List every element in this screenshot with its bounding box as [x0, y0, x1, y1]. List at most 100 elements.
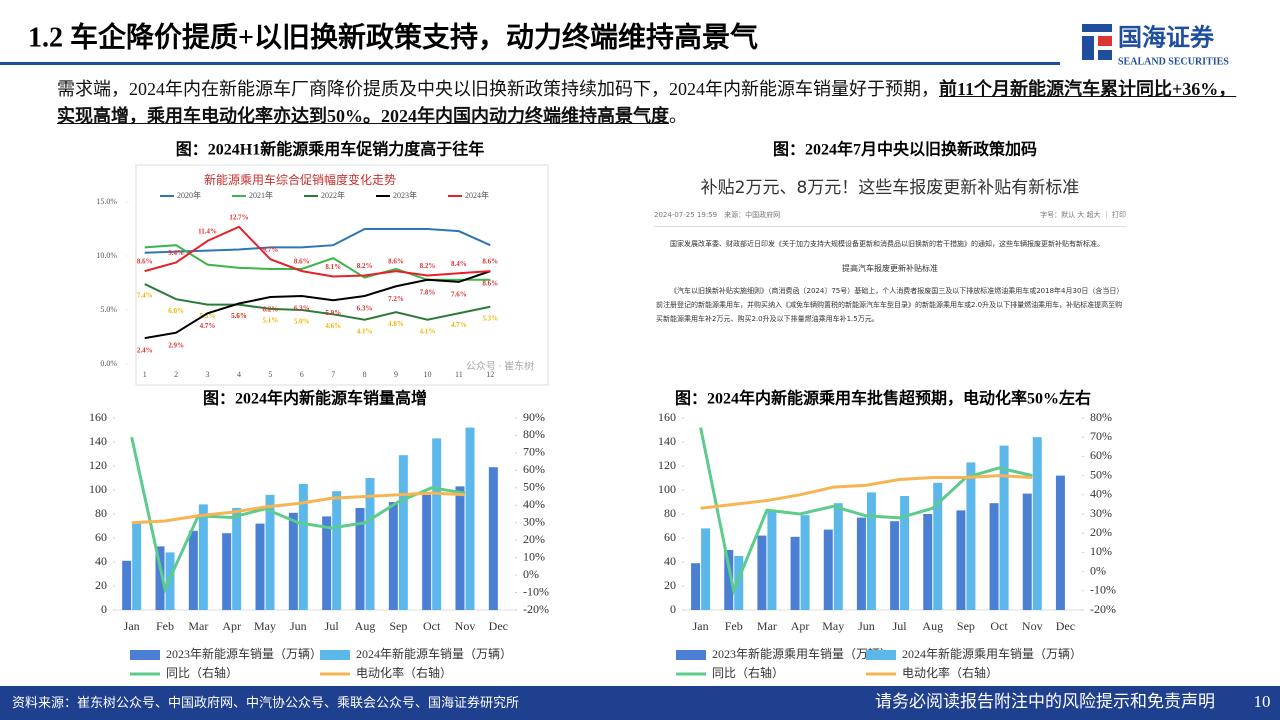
legend-label: 同比（右轴）: [712, 665, 784, 680]
data-label: 8.6%: [137, 258, 153, 266]
x-tick-label: Jun: [290, 619, 307, 633]
doc-meta-row: 2024-07-25 19:59 来源：中国政府网 字号：默认 大 超大 ｜ 打印: [654, 210, 1126, 227]
bar: [691, 563, 701, 610]
data-label: 5.5%: [231, 312, 247, 320]
x-tick-label: 1: [143, 370, 147, 379]
bar: [398, 455, 408, 610]
data-label: 2.4%: [137, 347, 153, 355]
data-label: 7.6%: [451, 291, 467, 299]
bar: [365, 478, 375, 610]
data-label: 8.1%: [325, 263, 341, 271]
y2-tick-label: 50%: [523, 480, 545, 494]
title-rule: [0, 62, 1060, 65]
legend-label: 电动化率（右轴）: [356, 665, 452, 680]
bar: [933, 482, 943, 610]
x-tick-label: Oct: [990, 619, 1008, 633]
x-tick-label: Aug: [922, 619, 943, 633]
data-label: 5.6%: [231, 312, 247, 320]
panel-caption: 图：2024年7月中央以旧换新政策加码: [773, 140, 1037, 159]
data-label: 8.2%: [357, 262, 373, 270]
bar: [767, 511, 777, 610]
y2-tick-label: 30%: [1090, 506, 1112, 520]
y-tick-label: 20: [95, 578, 107, 592]
y2-tick-label: 60%: [523, 462, 545, 476]
legend-label: 2024年新能源车销量（万辆）: [356, 646, 512, 661]
data-label: 8.6%: [482, 258, 498, 266]
x-tick-label: Jul: [893, 619, 908, 633]
y2-tick-label: 40%: [1090, 487, 1112, 501]
footer-bar: [0, 686, 1280, 720]
bar: [265, 494, 275, 610]
y-tick-label: 100: [658, 482, 676, 496]
y2-tick-label: 30%: [523, 514, 545, 528]
data-label: 8.4%: [451, 260, 467, 268]
legend-label: 电动化率（右轴）: [902, 665, 998, 680]
series-line: [144, 270, 491, 340]
data-label: 6.3%: [294, 305, 310, 313]
y-tick-label: 160: [658, 410, 676, 424]
x-tick-label: Dec: [1056, 619, 1075, 633]
x-tick-label: Sep: [957, 619, 975, 633]
page-number: 10: [1254, 692, 1271, 711]
x-tick-label: 7: [331, 370, 335, 379]
x-tick-label: Aug: [355, 619, 376, 633]
bar: [866, 492, 876, 610]
bar: [232, 508, 242, 610]
y-tick-label: 120: [658, 458, 676, 472]
x-tick-label: 5: [268, 370, 272, 379]
bar: [332, 491, 342, 610]
x-tick-label: Nov: [455, 619, 476, 633]
watermark: 公众号 · 崔东树: [466, 359, 534, 372]
chart-title: 图：2024年内新能源车销量高增: [203, 389, 427, 408]
data-label: 5.3%: [482, 314, 498, 322]
x-tick-label: Apr: [222, 619, 241, 633]
y2-tick-label: 70%: [523, 445, 545, 459]
legend-swatch: [320, 650, 350, 660]
footer-source: 资料来源：崔东树公众号、中国政府网、中汽协公众号、乘联会公众号、国海证券研究所: [12, 695, 519, 710]
legend-swatch: [676, 650, 706, 660]
policy-screenshot: 补贴2万元、8万元！这些车报废更新补贴有新标准 2024-07-25 19:59…: [642, 165, 1138, 383]
bar: [999, 445, 1009, 610]
bar: [890, 521, 900, 610]
bar: [422, 494, 432, 610]
bar: [701, 528, 711, 610]
data-label: 4.8%: [388, 320, 404, 328]
logo-en: SEALAND SECURITIES: [1118, 56, 1229, 67]
logo-cn: 国海证券: [1118, 24, 1215, 52]
bar: [465, 427, 475, 610]
y2-tick-label: 10%: [523, 549, 545, 563]
x-tick-label: 10: [423, 370, 431, 379]
y2-tick-label: 80%: [1090, 410, 1112, 424]
bar: [956, 510, 966, 610]
bar: [900, 496, 910, 610]
data-label: 5.0%: [294, 318, 310, 326]
y2-tick-label: 90%: [523, 410, 545, 424]
x-tick-label: Apr: [791, 619, 810, 633]
y-tick-label: 120: [89, 458, 107, 472]
logo-icon: [1082, 24, 1112, 60]
chart-caption: 图：2024H1新能源乘用车促销力度高于往年: [176, 140, 484, 159]
data-label: 5.9%: [325, 309, 341, 317]
y2-tick-label: 20%: [523, 532, 545, 546]
y-tick-label: 140: [89, 434, 107, 448]
x-tick-label: 6: [300, 370, 304, 379]
y-tick-label: 80: [664, 506, 676, 520]
bar: [155, 546, 165, 610]
bar: [388, 502, 398, 610]
intro-text: 需求端，2024年内在新能源车厂商降价提质及中央以旧换新政策持续加码下，2024…: [57, 79, 939, 99]
x-tick-label: 4: [237, 370, 241, 379]
data-label: 5.5%: [200, 312, 216, 320]
bar: [833, 503, 843, 610]
legend-label: 2024年新能源乘用车销量（万辆）: [902, 646, 1082, 661]
bar: [188, 530, 198, 610]
y-tick-label: 40: [95, 554, 107, 568]
bar: [1055, 475, 1065, 610]
legend-label: 2020年: [177, 190, 201, 200]
data-label: 6.0%: [168, 307, 184, 315]
x-tick-label: Jul: [325, 619, 340, 633]
x-tick-label: 3: [206, 370, 210, 379]
legend-label: 2023年新能源乘用车销量（万辆）: [712, 646, 892, 661]
data-label: 12.7%: [229, 213, 248, 221]
legend-swatch: [866, 650, 896, 660]
y-tick-label: 10.0%: [96, 251, 117, 260]
